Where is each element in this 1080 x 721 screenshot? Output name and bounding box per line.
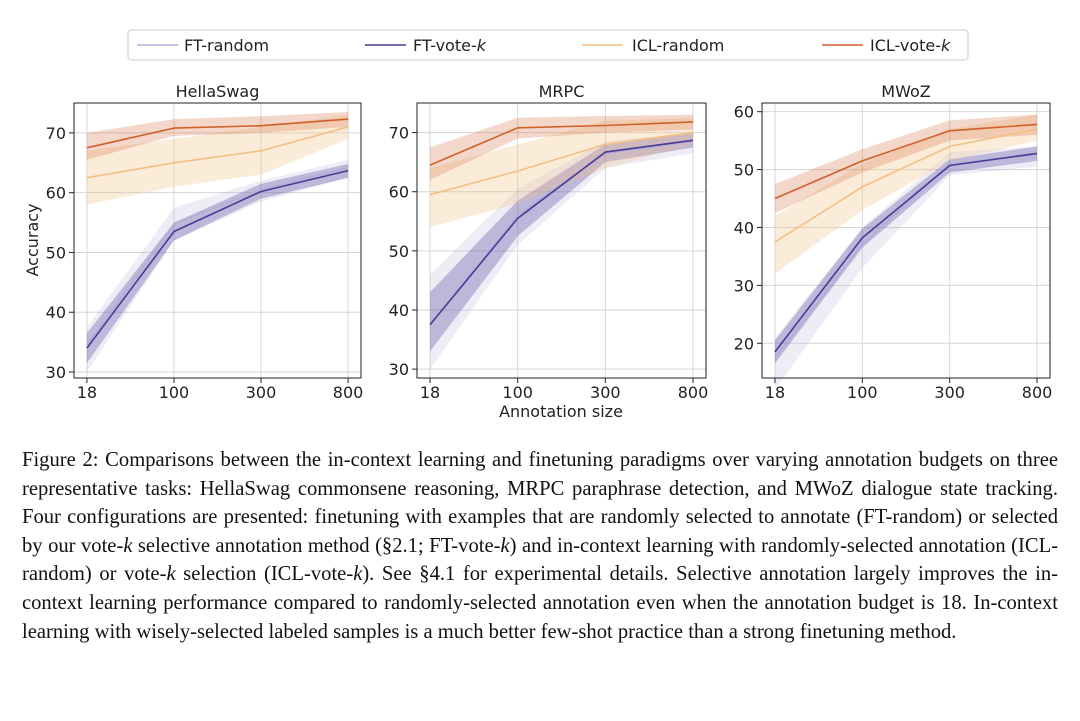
x-tick-label: 300 — [246, 383, 277, 402]
x-tick-label: 800 — [678, 383, 709, 402]
chart-title: MWoZ — [881, 82, 930, 101]
y-tick-label: 20 — [734, 334, 754, 353]
y-tick-label: 50 — [734, 161, 754, 180]
chart-panel-mwoz: 18 100 300 800 20 30 40 50 60 MWoZ — [734, 82, 1053, 402]
caption-k-2: k — [500, 534, 510, 557]
x-tick-label: 18 — [77, 383, 97, 402]
legend-frame — [127, 29, 969, 61]
caption-label: Figure 2: — [22, 449, 99, 471]
band-icl-vote-k — [775, 114, 1037, 213]
plot-area — [762, 103, 1050, 378]
band-icl-vote-k — [430, 114, 693, 180]
caption-k-3: k — [166, 563, 176, 586]
caption-text-1: Comparisons between the in-context learn… — [22, 449, 1058, 557]
chart-title: MRPC — [539, 82, 585, 101]
chart-panel-mrpc: 18 100 300 800 30 40 50 60 70 MRPC — [389, 82, 709, 402]
x-tick-label: 18 — [765, 383, 785, 402]
series-line-icl-vote-k — [86, 118, 349, 149]
series-line-icl-random — [429, 131, 694, 196]
plot-area — [74, 103, 361, 378]
y-tick-label: 30 — [389, 360, 409, 379]
plot-frame — [416, 102, 707, 379]
y-axis-label: Accuracy — [23, 203, 42, 276]
x-tick-label: 100 — [159, 383, 190, 402]
x-tick-label: 300 — [590, 383, 621, 402]
band-ft-random — [430, 132, 693, 370]
legend-label-ft-random: FT-random — [184, 36, 269, 55]
x-tick-label: 100 — [847, 383, 878, 402]
x-tick-label: 300 — [934, 383, 965, 402]
y-tick-label: 60 — [734, 103, 754, 122]
chart-panels: 18 100 300 800 30 40 50 60 70 HellaSwag 18 100 300 80… — [46, 82, 1053, 402]
band-ft-vote-k — [86, 164, 349, 364]
band-ft-vote-k — [430, 132, 693, 352]
band-ft-random — [86, 159, 349, 372]
x-tick-label: 100 — [502, 383, 533, 402]
band-icl-random — [775, 114, 1037, 274]
caption-text-5: ). See §4.1 for experimental details. Se… — [22, 563, 1059, 643]
legend: FT-random FT-vote-k ICL-random ICL-vote-… — [127, 29, 969, 61]
legend-label-icl-random: ICL-random — [632, 36, 724, 55]
y-tick-label: 50 — [389, 242, 409, 261]
series-line-icl-random — [86, 126, 349, 179]
caption-text-2: selective annotation method (§2.1; FT-vo… — [132, 534, 501, 557]
x-tick-label: 800 — [333, 383, 364, 402]
y-tick-label: 40 — [46, 303, 66, 322]
series-line-icl-random — [774, 128, 1038, 243]
series-line-ft-vote-k — [86, 169, 349, 349]
legend-label-ft-vote-k: FT-vote-k — [413, 36, 487, 55]
figure-caption: Figure 2: Comparisons between the in-con… — [22, 446, 1058, 646]
series-line-icl-vote-k — [774, 123, 1038, 200]
band-ft-random — [775, 146, 1037, 390]
plot-area — [417, 103, 706, 378]
y-tick-label: 30 — [734, 276, 754, 295]
caption-text-3: ) and in-context learning with randomly-… — [22, 534, 1059, 586]
caption-text-4: selection (ICL-vote- — [175, 563, 354, 586]
x-tick-label: 800 — [1022, 383, 1053, 402]
caption-k-1: k — [123, 534, 133, 557]
series-line-ft-random — [86, 166, 349, 346]
x-tick-label: 18 — [420, 383, 440, 402]
series-line-icl-vote-k — [429, 121, 694, 166]
band-icl-random — [430, 117, 693, 228]
x-axis-label: Annotation size — [499, 402, 623, 421]
y-tick-label: 70 — [389, 124, 409, 143]
chart-panel-hellaswag: 18 100 300 800 30 40 50 60 70 HellaSwag — [46, 82, 364, 402]
y-tick-label: 60 — [389, 183, 409, 202]
y-tick-label: 50 — [46, 243, 66, 262]
plot-frame — [73, 102, 362, 379]
y-tick-label: 60 — [46, 184, 66, 203]
legend-label-icl-vote-k: ICL-vote-k — [870, 36, 951, 55]
band-icl-random — [86, 115, 349, 205]
figure-chart: FT-random FT-vote-k ICL-random ICL-vote-… — [23, 29, 1053, 421]
y-tick-label: 40 — [734, 218, 754, 237]
caption-k-4: k — [353, 563, 363, 586]
y-tick-label: 30 — [46, 363, 66, 382]
y-tick-label: 70 — [46, 124, 66, 143]
plot-frame — [761, 102, 1051, 379]
series-line-ft-vote-k — [774, 152, 1038, 353]
series-line-ft-vote-k — [429, 139, 694, 326]
chart-title: HellaSwag — [176, 82, 260, 101]
y-tick-label: 40 — [389, 301, 409, 320]
